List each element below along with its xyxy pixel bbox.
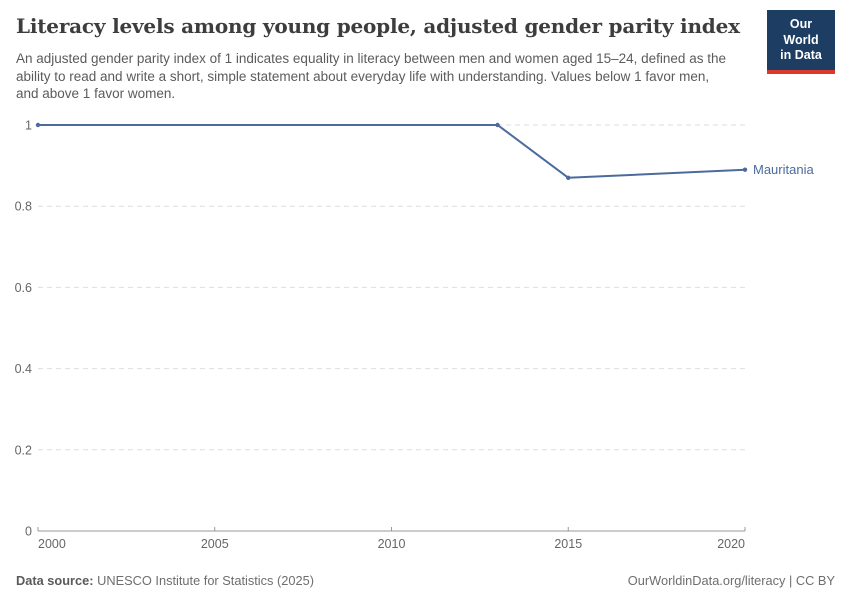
y-axis-tick-label: 0.4: [15, 362, 32, 376]
y-axis-tick-label: 0.6: [15, 281, 32, 295]
series-line[interactable]: [37, 124, 746, 179]
data-source-note: Data source: UNESCO Institute for Statis…: [16, 573, 314, 588]
x-axis-tick-label: 2010: [378, 537, 406, 551]
x-axis-tick-label: 2005: [201, 537, 229, 551]
x-axis-tick-label: 2020: [717, 537, 745, 551]
data-point[interactable]: [742, 167, 748, 172]
owid-logo[interactable]: Our World in Data: [767, 10, 835, 74]
y-axis-tick-label: 0.2: [15, 443, 32, 457]
x-axis-tick-label: 2015: [554, 537, 582, 551]
chart-footer: Data source: UNESCO Institute for Statis…: [16, 573, 835, 588]
owid-logo-line2: in Data: [780, 48, 822, 63]
y-axis-tick-label: 1: [25, 119, 32, 133]
chart-subtitle: An adjusted gender parity index of 1 ind…: [16, 51, 726, 101]
data-point[interactable]: [35, 122, 41, 128]
x-axis-tick-label: 2000: [38, 537, 66, 551]
owid-logo-line1: Our World: [783, 17, 819, 47]
y-axis-tick-label: 0: [25, 525, 32, 539]
series-end-label[interactable]: Mauritania: [753, 162, 814, 177]
y-axis-tick-label: 0.8: [15, 200, 32, 214]
data-point[interactable]: [495, 122, 500, 128]
license-note: OurWorldinData.org/literacy | CC BY: [627, 573, 835, 588]
data-source-text: UNESCO Institute for Statistics (2025): [93, 573, 314, 588]
data-point[interactable]: [566, 175, 571, 180]
chart-title: Literacy levels among young people, adju…: [16, 14, 740, 38]
data-source-label: Data source:: [16, 573, 94, 588]
